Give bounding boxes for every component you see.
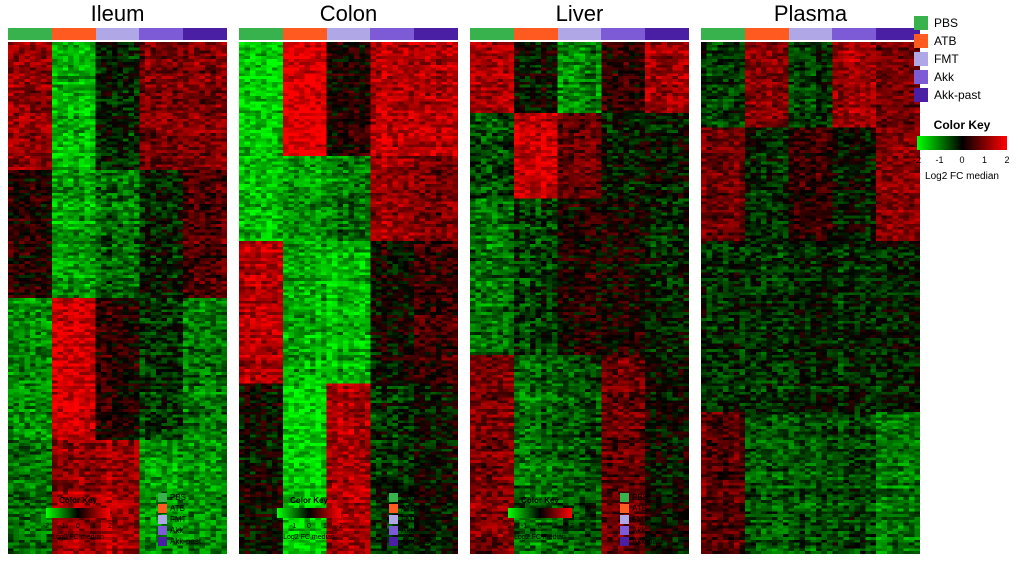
legend-label: ATB	[934, 34, 956, 48]
color-key: Color Key -2-1012 Log2 FC median	[912, 118, 1012, 182]
heatmap-plasma	[701, 42, 920, 554]
group-segment-Akk	[832, 28, 876, 40]
panel-title: Liver	[556, 0, 604, 28]
group-segment-FMT	[327, 28, 371, 40]
column-group-bar	[701, 28, 920, 40]
legend-item-Akk-past: Akk-past	[914, 86, 1012, 104]
group-segment-Akk-past	[414, 28, 458, 40]
legend-swatch	[914, 16, 928, 30]
group-segment-ATB	[745, 28, 789, 40]
color-key-ticks: -2-1012	[917, 155, 1007, 169]
panel-liver: Liver Color Key-2-1012Log2 FC median PBSAT…	[470, 0, 689, 554]
group-segment-PBS	[470, 28, 514, 40]
column-group-bar	[470, 28, 689, 40]
group-segment-Akk	[139, 28, 183, 40]
mini-color-key: Color Key-2-1012Log2 FC median	[273, 496, 345, 541]
legend-swatch	[914, 70, 928, 84]
heatmap-colon	[239, 42, 458, 554]
column-group-bar	[8, 28, 227, 40]
legend-swatch	[914, 52, 928, 66]
color-key-gradient	[917, 136, 1007, 150]
panel-title: Colon	[320, 0, 377, 28]
mini-group-legend: PBSATBFMTAkkAkk-past	[389, 492, 449, 547]
figure-root: IleumColor Key-2-1012Log2 FC medianPBSAT…	[0, 0, 1020, 561]
group-segment-ATB	[52, 28, 96, 40]
heatmap-liver	[470, 42, 689, 554]
group-segment-Akk	[370, 28, 414, 40]
mini-group-legend: PBSATBFMTAkkAkk-past	[158, 492, 218, 547]
group-segment-FMT	[96, 28, 140, 40]
legend-item-Akk: Akk	[914, 68, 1012, 86]
group-segment-Akk-past	[183, 28, 227, 40]
legend-label: PBS	[934, 16, 958, 30]
mini-color-key: Color Key-2-1012Log2 FC median	[504, 496, 576, 541]
panel-title: Ileum	[91, 0, 145, 28]
legend-label: FMT	[934, 52, 959, 66]
group-segment-ATB	[283, 28, 327, 40]
panel-plasma: Plasma	[701, 0, 920, 554]
group-segment-ATB	[514, 28, 558, 40]
legend-item-FMT: FMT	[914, 50, 1012, 68]
mini-group-legend: PBSATBFMTAkkAkk-past	[620, 492, 680, 547]
group-legend: PBS ATB FMT Akk Akk-past	[914, 14, 1012, 104]
legend-swatch	[914, 88, 928, 102]
group-segment-FMT	[558, 28, 602, 40]
group-segment-FMT	[789, 28, 833, 40]
legend-label: Akk	[934, 70, 954, 84]
mini-color-key: Color Key-2-1012Log2 FC median	[42, 496, 114, 541]
legend-label: Akk-past	[934, 88, 981, 102]
heatmap-ileum	[8, 42, 227, 554]
legend-swatch	[914, 34, 928, 48]
color-key-axis-label: Log2 FC median	[912, 171, 1012, 182]
column-group-bar	[239, 28, 458, 40]
color-key-title: Color Key	[912, 118, 1012, 132]
panel-title: Plasma	[774, 0, 847, 28]
panels-container: Ileum Color Key-2-1012Log2 FC median PBSAT…	[8, 0, 920, 554]
legend-item-ATB: ATB	[914, 32, 1012, 50]
group-segment-PBS	[701, 28, 745, 40]
group-segment-PBS	[239, 28, 283, 40]
legend-item-PBS: PBS	[914, 14, 1012, 32]
panel-colon: Colon Color Key-2-1012Log2 FC median PBSAT…	[239, 0, 458, 554]
group-segment-PBS	[8, 28, 52, 40]
group-segment-Akk-past	[645, 28, 689, 40]
panel-ileum: Ileum Color Key-2-1012Log2 FC median PBSAT…	[8, 0, 227, 554]
group-segment-Akk	[601, 28, 645, 40]
